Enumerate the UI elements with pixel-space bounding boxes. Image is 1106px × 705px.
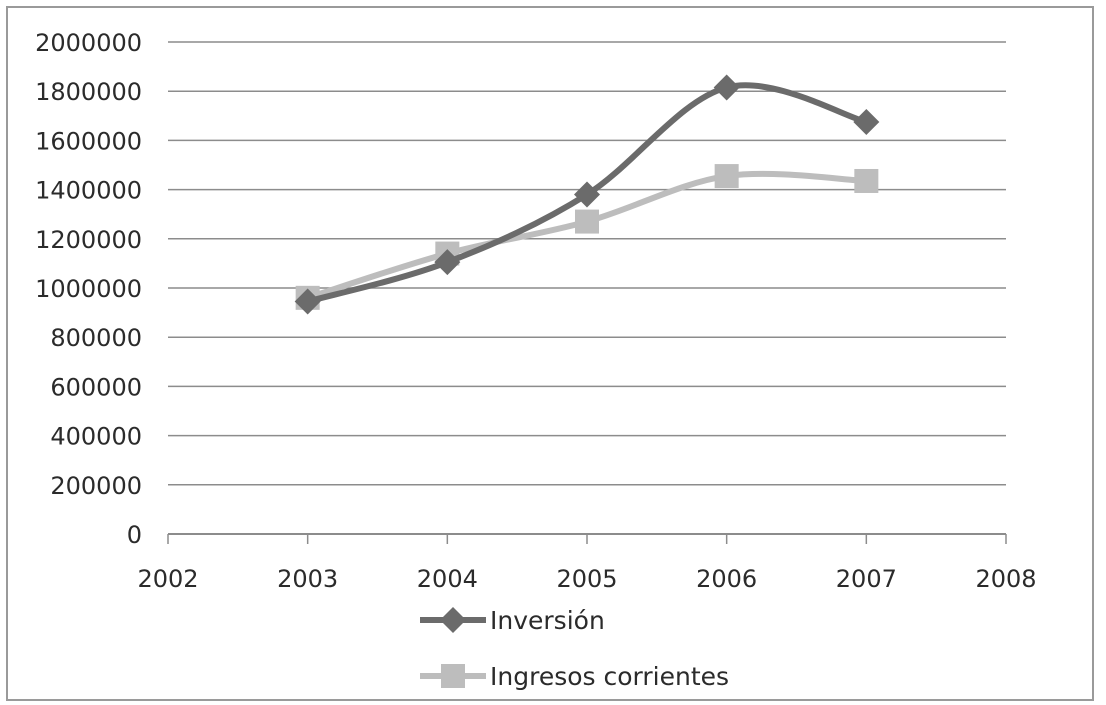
y-tick-label-10: 2000000 (35, 29, 142, 57)
series-layer (294, 74, 880, 315)
legend: Inversión Ingresos corrientes (420, 606, 729, 691)
data-point-0-3 (713, 74, 740, 101)
x-tick-label-0: 2002 (137, 565, 198, 593)
y-tick-label-8: 1600000 (35, 127, 142, 155)
x-tick-label-3: 2005 (556, 565, 617, 593)
chart-frame (6, 6, 1094, 701)
data-point-1-2 (575, 209, 599, 234)
legend-item-1: Ingresos corrientes (420, 662, 729, 691)
y-tick-label-7: 1400000 (35, 177, 142, 205)
y-tick-label-2: 400000 (50, 423, 142, 451)
y-tick-label-4: 800000 (50, 324, 142, 352)
gridlines (168, 41, 1006, 486)
data-point-0-2 (574, 181, 600, 208)
data-point-0-1 (434, 249, 461, 276)
x-tick-label-2: 2004 (417, 565, 478, 593)
data-point-0-4 (853, 108, 880, 135)
y-tick-label-3: 600000 (50, 373, 142, 401)
legend-swatch-marker-1 (441, 664, 465, 688)
y-tick-label-0: 0 (127, 521, 142, 549)
legend-swatch-marker-0 (440, 607, 466, 633)
y-tick-label-6: 1200000 (35, 226, 142, 254)
y-tick-labels: 0 200000 400000 600000 800000 1000000 1200000 1… (35, 29, 142, 549)
axes (167, 533, 1007, 544)
y-tick-label-9: 1800000 (35, 78, 142, 106)
series-0 (294, 74, 880, 315)
x-tick-label-4: 2006 (696, 565, 757, 593)
legend-label-0: Inversión (490, 606, 605, 635)
x-tick-label-1: 2003 (277, 565, 338, 593)
y-tick-label-1: 200000 (50, 472, 142, 500)
y-tick-label-5: 1000000 (35, 275, 142, 303)
legend-label-1: Ingresos corrientes (490, 662, 729, 691)
data-point-1-3 (714, 164, 739, 189)
x-tick-labels: 2002 2003 2004 2005 2006 2007 2008 (137, 565, 1036, 593)
x-tick-label-5: 2007 (836, 565, 897, 593)
data-point-0-0 (294, 288, 321, 315)
data-point-1-4 (854, 168, 879, 193)
legend-item-0: Inversión (420, 606, 605, 635)
x-tick-label-6: 2008 (975, 565, 1036, 593)
